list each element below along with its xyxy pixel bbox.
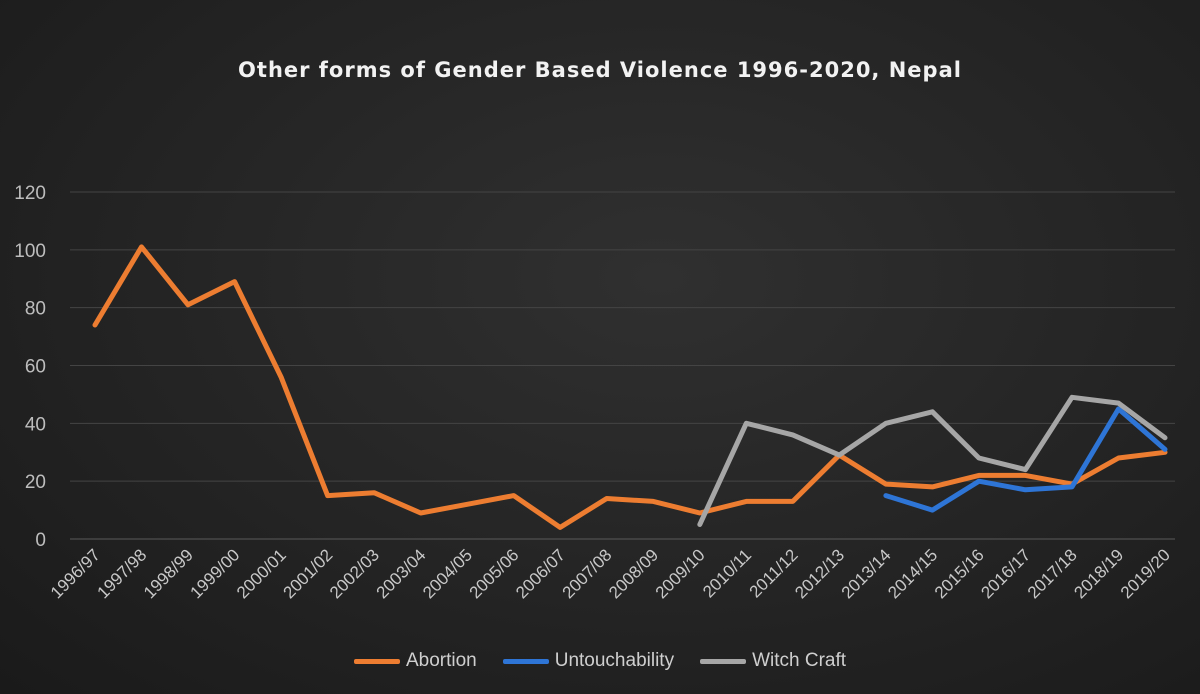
x-tick-label: 2015/16: [931, 545, 988, 602]
series-line-witch-craft: [697, 394, 1168, 527]
x-tick-label: 1997/98: [93, 545, 150, 602]
x-tick-label: 2017/18: [1024, 545, 1081, 602]
x-tick-label: 2005/06: [466, 545, 523, 602]
legend-swatch-abortion: [353, 658, 400, 664]
legend-label-witch-craft: Witch Craft: [752, 650, 847, 671]
x-tick-label: 2000/01: [233, 545, 290, 602]
series-line-abortion: [92, 244, 1168, 530]
x-tick-label: 2018/19: [1070, 545, 1127, 602]
x-tick-label: 1996/97: [47, 545, 104, 602]
x-tick-label: 2009/10: [652, 545, 709, 602]
x-tick-label: 2019/20: [1117, 545, 1174, 602]
series-line-untouchability: [883, 406, 1168, 513]
legend-label-untouchability: Untouchability: [554, 650, 675, 671]
x-tick-label: 2007/08: [559, 545, 616, 602]
y-axis-ticks: 0 20 40 60 80 100 120: [14, 183, 46, 551]
x-axis-ticks: 1996/971997/981998/991999/002000/012001/…: [47, 545, 1174, 602]
y-tick-label: 0: [35, 530, 46, 551]
legend-item-abortion: Abortion: [353, 650, 477, 672]
legend-swatch-witch-craft: [700, 658, 747, 664]
legend-item-witch-craft: Witch Craft: [700, 650, 846, 672]
legend: Abortion Untouchability Witch Craft: [0, 650, 1200, 672]
x-tick-label: 2006/07: [512, 545, 569, 602]
x-tick-label: 2016/17: [977, 545, 1034, 602]
chart-title: Other forms of Gender Based Violence 199…: [238, 58, 962, 82]
x-tick-label: 2008/09: [605, 545, 662, 602]
x-tick-label: 1998/99: [140, 545, 197, 602]
x-tick-label: 2014/15: [884, 545, 941, 602]
legend-label-abortion: Abortion: [405, 650, 477, 671]
legend-item-untouchability: Untouchability: [502, 650, 675, 672]
x-tick-label: 2001/02: [280, 545, 337, 602]
x-tick-label: 2012/13: [791, 545, 848, 602]
x-tick-label: 2013/14: [838, 545, 895, 602]
x-tick-label: 2002/03: [326, 545, 383, 602]
y-tick-label: 80: [25, 299, 46, 320]
x-tick-label: 2011/12: [746, 545, 802, 601]
y-tick-label: 60: [25, 357, 46, 378]
x-tick-label: 2010/11: [699, 545, 755, 601]
x-tick-label: 2003/04: [373, 545, 430, 602]
series-lines: [92, 244, 1168, 530]
y-tick-label: 20: [25, 472, 46, 493]
x-tick-label: 1999/00: [187, 545, 244, 602]
x-tick-label: 2004/05: [419, 545, 476, 602]
y-tick-label: 120: [14, 183, 46, 204]
gridlines: [70, 191, 1175, 540]
legend-swatch-untouchability: [502, 658, 549, 664]
y-tick-label: 100: [14, 241, 46, 262]
y-tick-label: 40: [25, 414, 46, 435]
